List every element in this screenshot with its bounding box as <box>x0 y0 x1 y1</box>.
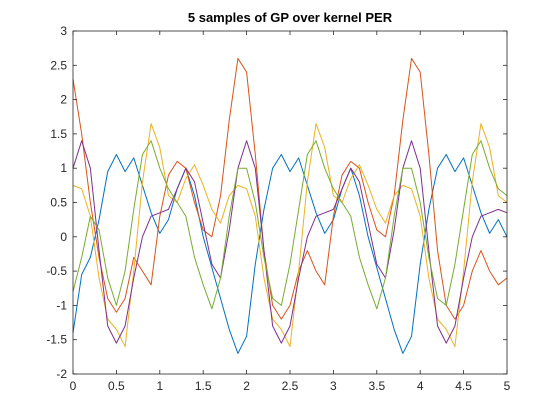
y-tick-label: -0.5 <box>46 264 67 278</box>
series-line-1 <box>72 153 508 354</box>
series-layer <box>72 57 508 354</box>
y-tick-label: 1.5 <box>50 127 67 141</box>
x-tick-label: 4.5 <box>455 379 472 393</box>
x-tick-label: 5 <box>504 379 511 393</box>
plot-area <box>73 31 507 374</box>
chart-title: 5 samples of GP over kernel PER <box>188 10 393 25</box>
y-tick-label: 2.5 <box>50 58 67 72</box>
series-line-4 <box>72 140 508 344</box>
y-tick-label: -2 <box>56 367 67 381</box>
ticks-layer: 0 0.5 1 1.5 2 2.5 3 3.5 4 4.5 5 -2 -1.5 -1 -0.5 0 0.5 1 1.… <box>46 24 510 393</box>
y-tick-label: 1 <box>60 161 67 175</box>
y-tick-label: 2 <box>60 93 67 107</box>
y-tick-label: -1 <box>56 298 67 312</box>
x-tick-label: 0.5 <box>108 379 125 393</box>
x-tick-label: 3 <box>330 379 337 393</box>
x-tick-label: 1 <box>156 379 163 393</box>
y-tick-label: 0 <box>60 230 67 244</box>
x-tick-label: 2.5 <box>282 379 299 393</box>
x-tick-label: 4 <box>417 379 424 393</box>
series-line-5 <box>72 140 508 310</box>
series-line-3 <box>72 123 508 348</box>
y-tick-label: 0.5 <box>50 196 67 210</box>
y-tick-label: 3 <box>60 24 67 38</box>
x-tick-label: 1.5 <box>195 379 212 393</box>
y-tick-label: -1.5 <box>46 333 67 347</box>
series-line-2 <box>72 57 508 320</box>
x-tick-label: 2 <box>243 379 250 393</box>
x-tick-label: 3.5 <box>368 379 385 393</box>
x-tick-label: 0 <box>70 379 77 393</box>
